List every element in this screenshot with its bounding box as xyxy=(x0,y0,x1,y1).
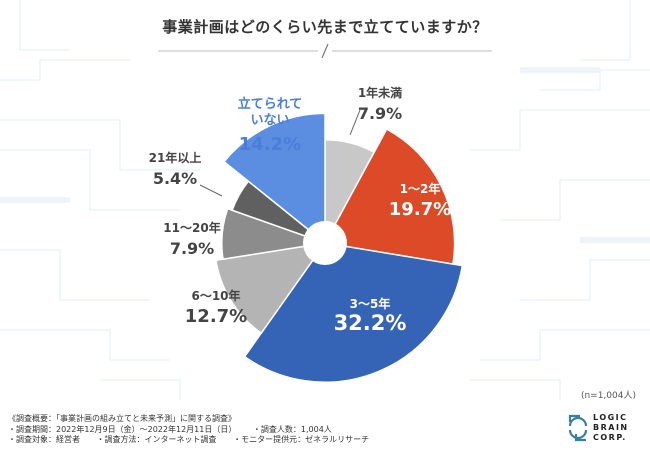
company-logo: LOGIC BRAIN CORP. xyxy=(566,412,646,446)
sample-size-note: (n=1,004人) xyxy=(580,391,636,401)
pie-slice-4 xyxy=(215,241,327,335)
pie-slice-5 xyxy=(221,207,326,261)
slice-value-6: 5.4% xyxy=(153,169,197,188)
slice-value-2: 19.7% xyxy=(389,199,451,220)
logo-line-2: BRAIN xyxy=(593,423,629,432)
leader-line-6 xyxy=(199,184,223,197)
chart-title: 事業計画はどのくらい先まで立てていますか？ xyxy=(162,18,488,36)
survey-period: ・調査期間：2022年12月9日（金）〜2022年12月11日（日） xyxy=(8,424,237,434)
survey-target: ・調査対象：経営者 xyxy=(8,435,80,444)
pie-center-hole xyxy=(303,221,347,265)
logo-line-3: CORP. xyxy=(593,433,627,442)
survey-method: ・調査方法：インターネット調査 xyxy=(96,435,217,444)
slice-value-5: 7.9% xyxy=(170,239,214,258)
leader-line-1 xyxy=(349,109,361,136)
slice-value-3: 32.2% xyxy=(334,311,407,335)
survey-provider: ・モニター提供元：ゼネラルリサーチ xyxy=(233,435,370,444)
slice-value-4: 12.7% xyxy=(185,306,247,327)
pie-slice-2 xyxy=(323,128,456,265)
slice-label-5: 11〜20年 xyxy=(163,220,220,235)
slice-label-3: 3〜5年 xyxy=(350,296,391,311)
survey-respondents: ・調査人数：1,004人 xyxy=(252,424,332,434)
slice-label-1: 1年未満 xyxy=(358,85,402,100)
slice-value-7: 14.2% xyxy=(239,134,301,155)
logo-line-1: LOGIC xyxy=(593,413,628,422)
slice-value-1: 7.9% xyxy=(358,104,402,123)
pie-slice-7 xyxy=(223,112,326,245)
pie-slice-3 xyxy=(243,242,464,383)
slice-label-4: 6〜10年 xyxy=(191,288,240,303)
title-divider xyxy=(158,43,492,59)
survey-title: 《調査概要：「事業計画の組み立てと未来予測」に関する調査》 xyxy=(8,414,236,423)
survey-overview: 《調査概要：「事業計画の組み立てと未来予測」に関する調査》 ・調査期間：2022… xyxy=(8,414,383,446)
slice-label-7: 立てられていない xyxy=(238,96,303,128)
slice-label-2: 1〜2年 xyxy=(400,181,441,196)
slice-label-6: 21年以上 xyxy=(149,150,202,165)
logic-brain-logo-icon xyxy=(568,414,588,442)
